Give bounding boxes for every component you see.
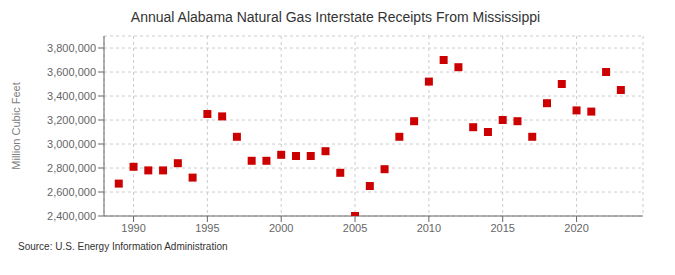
svg-text:2015: 2015 (490, 222, 514, 234)
svg-text:2,400,000: 2,400,000 (47, 210, 96, 222)
svg-text:3,000,000: 3,000,000 (47, 138, 96, 150)
html-text:Annual Alabama Natural Gas Int: Annual Alabama Natural Gas Interstate Re… (130, 9, 541, 25)
html-text:Source: U.S. Energy Informatio: Source: U.S. Energy Information Administ… (18, 241, 228, 252)
svg-text:1990: 1990 (121, 222, 145, 234)
svg-text:2010: 2010 (417, 222, 441, 234)
svg-text:3,400,000: 3,400,000 (47, 90, 96, 102)
svg-text:3,800,000: 3,800,000 (47, 42, 96, 54)
svg-text:2000: 2000 (269, 222, 293, 234)
svg-text:2,800,000: 2,800,000 (47, 162, 96, 174)
svg-text:2,600,000: 2,600,000 (47, 186, 96, 198)
svg-text:3,600,000: 3,600,000 (47, 66, 96, 78)
svg-text:2005: 2005 (343, 222, 367, 234)
svg-text:Million Cubic Feet: Million Cubic Feet (10, 82, 22, 169)
svg-text:2020: 2020 (564, 222, 588, 234)
svg-text:3,200,000: 3,200,000 (47, 114, 96, 126)
svg-text:1995: 1995 (195, 222, 219, 234)
